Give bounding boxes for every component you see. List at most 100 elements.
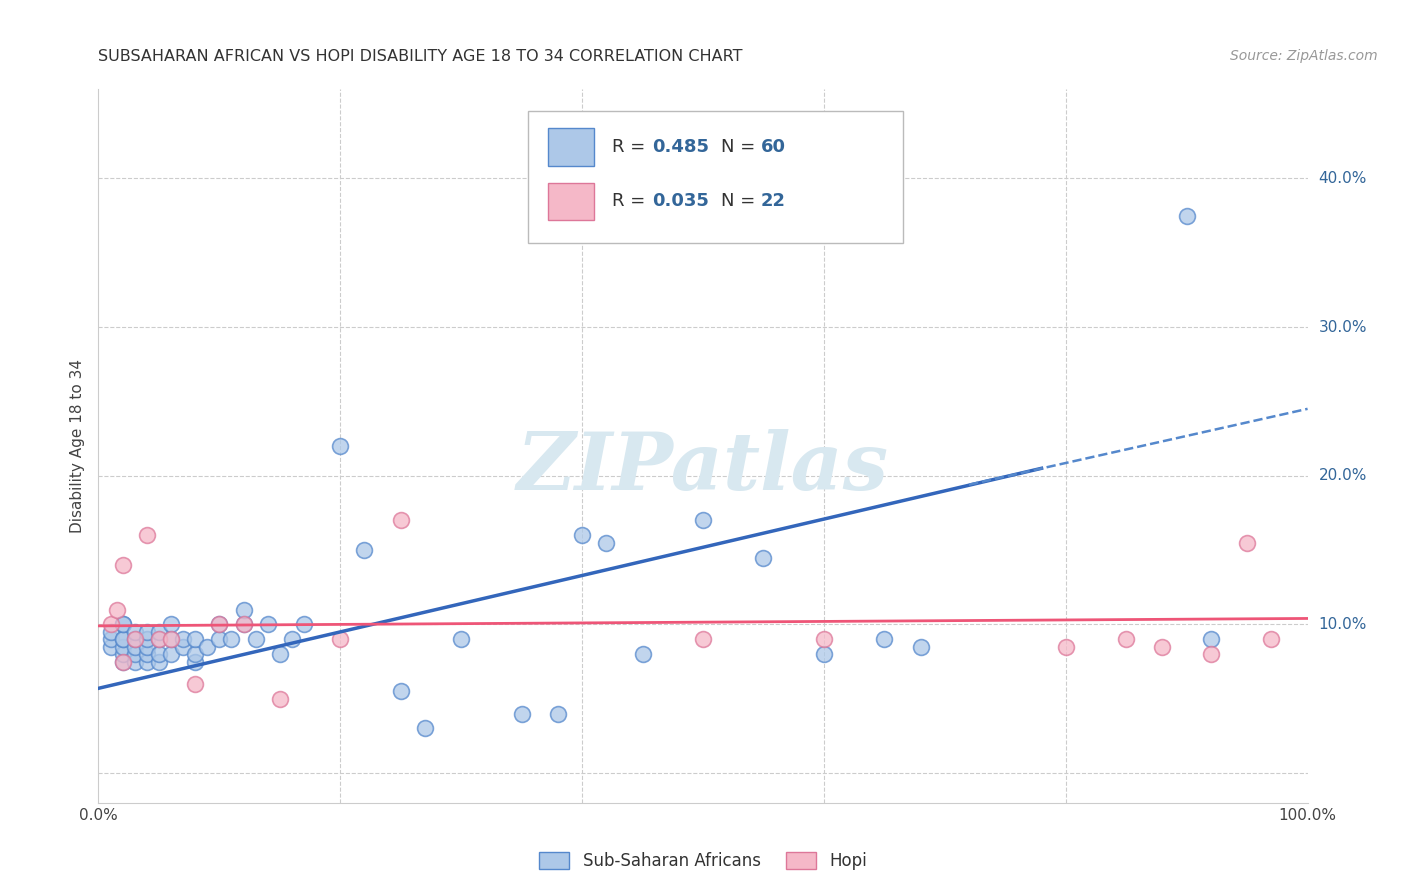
Point — [148, 632, 170, 647]
Point — [813, 632, 835, 647]
Text: 0.485: 0.485 — [652, 138, 709, 156]
Point — [100, 632, 122, 647]
Point — [172, 640, 194, 654]
Point — [111, 655, 134, 669]
Point — [148, 624, 170, 639]
Point — [353, 543, 375, 558]
Point — [692, 513, 714, 527]
Point — [292, 617, 315, 632]
Point — [135, 528, 157, 542]
Point — [160, 632, 183, 647]
Point — [208, 617, 231, 632]
Point — [100, 640, 122, 654]
Text: 60: 60 — [761, 138, 786, 156]
Point — [135, 647, 157, 661]
Point — [329, 632, 352, 647]
Point — [111, 632, 134, 647]
Point — [135, 655, 157, 669]
Point — [232, 617, 254, 632]
Point — [1054, 640, 1077, 654]
Point — [1199, 632, 1222, 647]
Text: 22: 22 — [761, 193, 786, 211]
Point — [256, 617, 278, 632]
Y-axis label: Disability Age 18 to 34: Disability Age 18 to 34 — [70, 359, 86, 533]
Point — [172, 632, 194, 647]
Point — [389, 684, 412, 698]
Point — [111, 632, 134, 647]
Point — [281, 632, 304, 647]
Text: SUBSAHARAN AFRICAN VS HOPI DISABILITY AGE 18 TO 34 CORRELATION CHART: SUBSAHARAN AFRICAN VS HOPI DISABILITY AG… — [98, 49, 742, 64]
Point — [208, 617, 231, 632]
Point — [124, 632, 146, 647]
Point — [124, 647, 146, 661]
Text: 0.035: 0.035 — [652, 193, 709, 211]
Text: 40.0%: 40.0% — [1319, 171, 1367, 186]
Point — [195, 640, 218, 654]
Point — [571, 528, 593, 542]
Point — [100, 617, 122, 632]
Point — [124, 640, 146, 654]
Point — [595, 535, 617, 549]
Point — [232, 602, 254, 616]
Point — [124, 655, 146, 669]
Text: N =: N = — [721, 193, 761, 211]
Point — [1152, 640, 1174, 654]
Point — [1260, 632, 1282, 647]
Text: R =: R = — [612, 193, 651, 211]
Point — [111, 640, 134, 654]
Point — [1175, 209, 1198, 223]
Text: 20.0%: 20.0% — [1319, 468, 1367, 483]
Text: Source: ZipAtlas.com: Source: ZipAtlas.com — [1230, 49, 1378, 63]
Point — [160, 632, 183, 647]
Point — [389, 513, 412, 527]
Point — [160, 617, 183, 632]
Point — [269, 691, 291, 706]
Point — [413, 722, 436, 736]
Point — [184, 677, 207, 691]
Point — [184, 647, 207, 661]
Point — [135, 624, 157, 639]
Point — [111, 655, 134, 669]
Point — [631, 647, 654, 661]
Point — [148, 647, 170, 661]
Point — [692, 632, 714, 647]
Bar — [548, 183, 595, 219]
Point — [184, 632, 207, 647]
Bar — [548, 128, 595, 166]
Text: R =: R = — [612, 138, 651, 156]
Point — [873, 632, 896, 647]
Point — [148, 655, 170, 669]
Point — [813, 647, 835, 661]
Point — [111, 617, 134, 632]
Point — [269, 647, 291, 661]
Point — [135, 632, 157, 647]
Point — [1236, 535, 1258, 549]
Text: 10.0%: 10.0% — [1319, 617, 1367, 632]
Point — [105, 602, 128, 616]
Text: N =: N = — [721, 138, 761, 156]
Point — [135, 640, 157, 654]
Point — [232, 617, 254, 632]
Legend: Sub-Saharan Africans, Hopi: Sub-Saharan Africans, Hopi — [533, 845, 873, 877]
Point — [752, 550, 775, 565]
Point — [450, 632, 472, 647]
Point — [111, 647, 134, 661]
Text: ZIPatlas: ZIPatlas — [517, 429, 889, 506]
Point — [160, 647, 183, 661]
Point — [124, 632, 146, 647]
Point — [547, 706, 569, 721]
Point — [329, 439, 352, 453]
Point — [208, 632, 231, 647]
Point — [221, 632, 243, 647]
Point — [1199, 647, 1222, 661]
Point — [148, 632, 170, 647]
Text: 30.0%: 30.0% — [1319, 319, 1367, 334]
Point — [1115, 632, 1137, 647]
Point — [910, 640, 932, 654]
Point — [184, 655, 207, 669]
Point — [111, 558, 134, 572]
Point — [111, 617, 134, 632]
Point — [510, 706, 533, 721]
Point — [124, 624, 146, 639]
Point — [100, 624, 122, 639]
